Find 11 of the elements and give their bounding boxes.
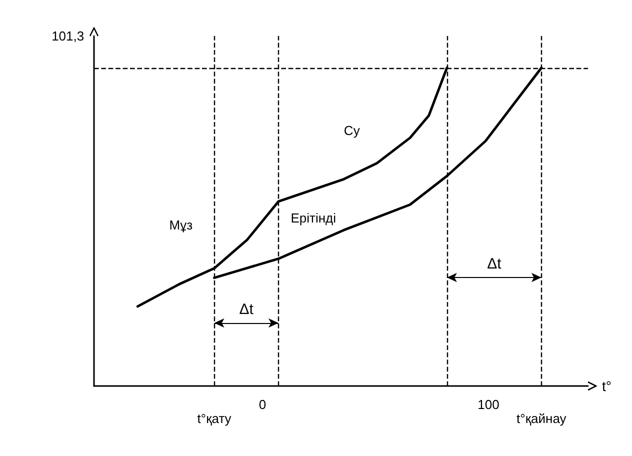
annotation: Ерітінді (290, 210, 336, 226)
x-tick-label: 0 (258, 397, 266, 412)
x-axis-title: t° (602, 378, 612, 394)
annotation: Мұз (169, 218, 193, 232)
ref-line-label: t°қайнау (516, 411, 567, 426)
annotation: Δt (487, 256, 502, 272)
x-tick-label: 100 (478, 397, 500, 412)
ref-line-label: t°қату (197, 411, 232, 426)
annotation: Δt (239, 301, 254, 318)
annotation: Су (344, 123, 360, 138)
text: 101,3 (52, 28, 84, 44)
